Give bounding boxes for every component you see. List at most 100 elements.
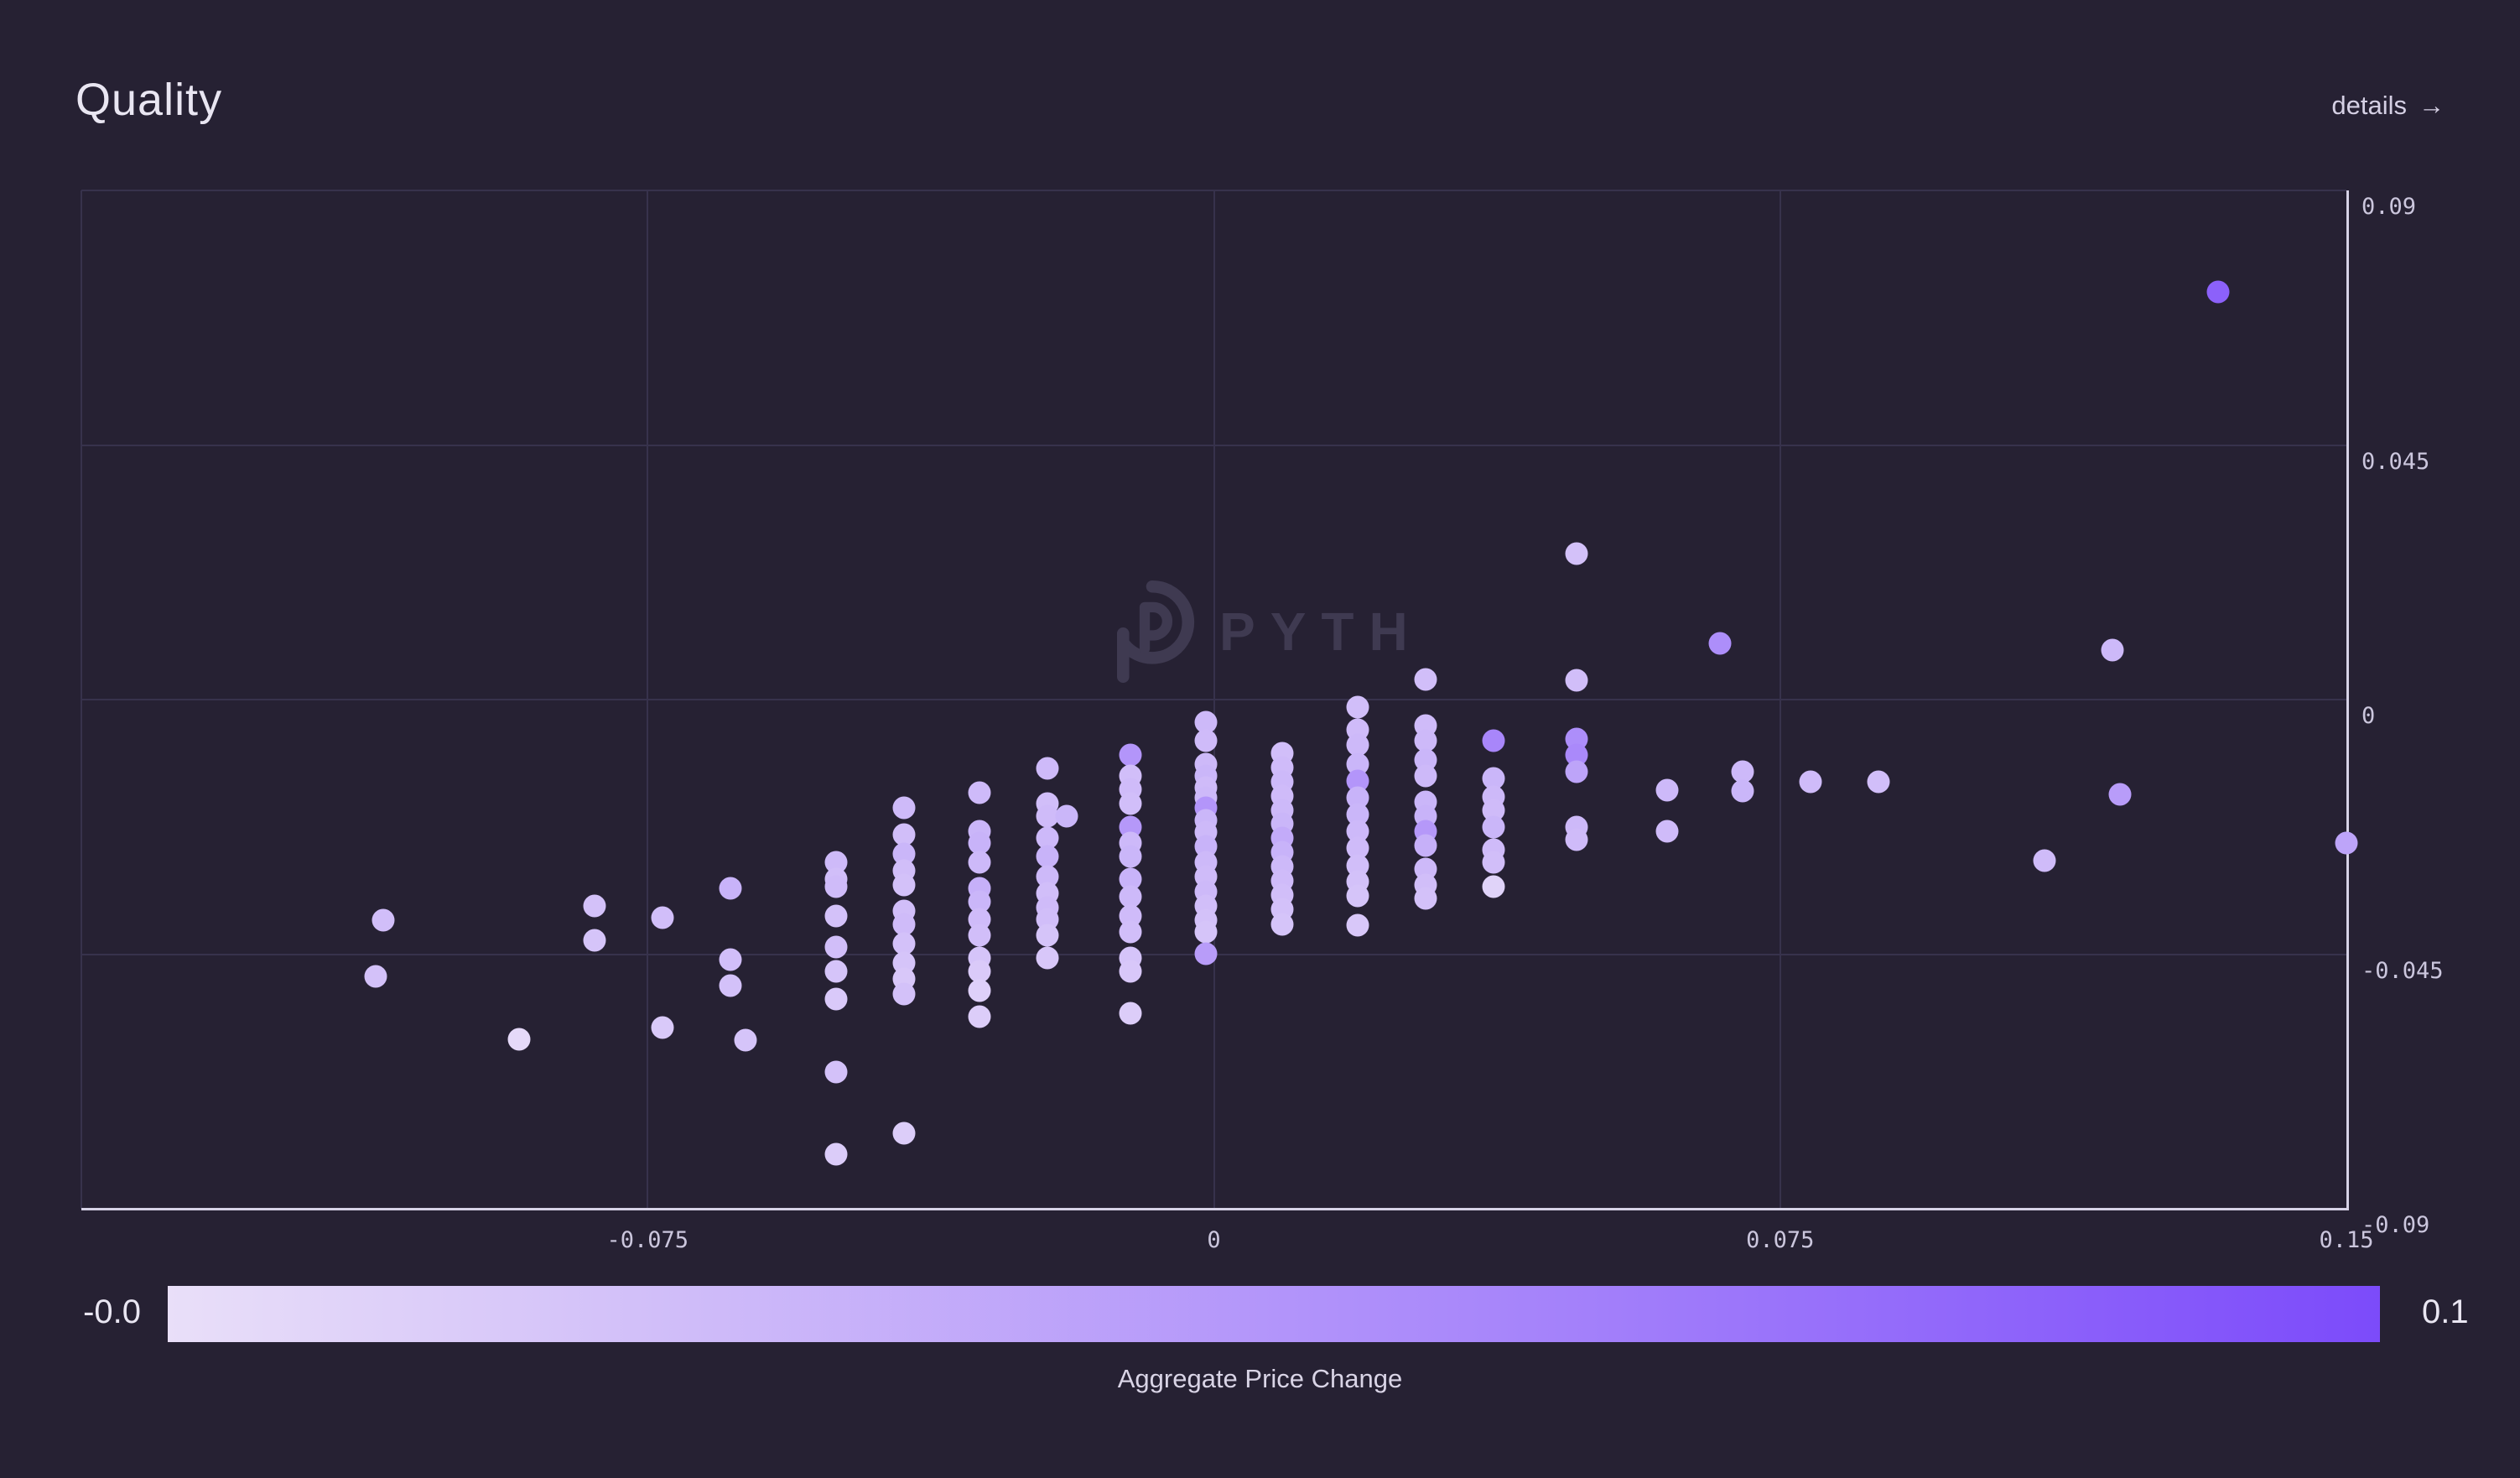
data-point[interactable] bbox=[968, 1005, 991, 1028]
data-point[interactable] bbox=[734, 1028, 757, 1052]
data-point[interactable] bbox=[1119, 920, 1142, 944]
details-label: details bbox=[2331, 91, 2407, 120]
y-tick-label: -0.045 bbox=[2362, 957, 2444, 984]
colorbar-max-label: 0.1 bbox=[2422, 1293, 2469, 1330]
horizontal-gridline bbox=[81, 444, 2346, 446]
data-point[interactable] bbox=[1036, 845, 1059, 868]
data-point[interactable] bbox=[968, 851, 991, 874]
data-point[interactable] bbox=[2108, 783, 2132, 806]
data-point[interactable] bbox=[1119, 1002, 1142, 1025]
data-point[interactable] bbox=[1731, 779, 1754, 803]
data-point[interactable] bbox=[824, 1142, 848, 1166]
data-point[interactable] bbox=[1799, 770, 1822, 794]
data-point[interactable] bbox=[1270, 913, 1294, 936]
data-point[interactable] bbox=[2206, 280, 2230, 304]
data-point[interactable] bbox=[1194, 942, 1218, 965]
data-point[interactable] bbox=[1867, 770, 1890, 794]
data-point[interactable] bbox=[1565, 669, 1588, 692]
data-point[interactable] bbox=[1119, 885, 1142, 908]
data-point[interactable] bbox=[1482, 851, 1505, 874]
data-point[interactable] bbox=[1346, 913, 1369, 937]
x-axis-line bbox=[81, 1208, 2349, 1210]
data-point[interactable] bbox=[1194, 729, 1218, 752]
data-point[interactable] bbox=[719, 974, 742, 997]
data-point[interactable] bbox=[824, 987, 848, 1011]
data-point[interactable] bbox=[1482, 729, 1505, 752]
pyth-watermark-text: PYTH bbox=[1219, 601, 1423, 662]
data-point[interactable] bbox=[2033, 849, 2056, 872]
data-point[interactable] bbox=[824, 935, 848, 959]
y-tick-label: 0.09 bbox=[2362, 194, 2417, 220]
data-point[interactable] bbox=[968, 781, 991, 804]
colorbar-title: Aggregate Price Change bbox=[1117, 1364, 1403, 1393]
data-point[interactable] bbox=[1708, 632, 1732, 655]
y-axis-line bbox=[2346, 190, 2349, 1210]
data-point[interactable] bbox=[1482, 875, 1505, 898]
data-point[interactable] bbox=[1036, 757, 1059, 780]
data-point[interactable] bbox=[1731, 760, 1754, 783]
data-point[interactable] bbox=[1119, 743, 1142, 767]
data-point[interactable] bbox=[719, 877, 742, 900]
data-point[interactable] bbox=[1565, 760, 1588, 783]
data-point[interactable] bbox=[1194, 920, 1218, 944]
data-point[interactable] bbox=[1414, 887, 1437, 910]
data-point[interactable] bbox=[507, 1028, 531, 1051]
data-point[interactable] bbox=[824, 960, 848, 983]
data-point[interactable] bbox=[892, 796, 916, 820]
data-point[interactable] bbox=[892, 823, 916, 846]
data-point[interactable] bbox=[1565, 542, 1588, 565]
y-tick-label: 0.045 bbox=[2362, 448, 2430, 475]
data-point[interactable] bbox=[583, 929, 606, 952]
data-point[interactable] bbox=[968, 960, 991, 983]
data-point[interactable] bbox=[651, 1016, 674, 1039]
arrow-right-icon: → bbox=[2419, 91, 2445, 120]
data-point[interactable] bbox=[364, 965, 387, 988]
data-point[interactable] bbox=[1036, 826, 1059, 850]
data-point[interactable] bbox=[372, 908, 395, 932]
data-point[interactable] bbox=[968, 831, 991, 855]
data-point[interactable] bbox=[1414, 764, 1437, 788]
data-point[interactable] bbox=[892, 932, 916, 955]
data-point[interactable] bbox=[824, 1060, 848, 1084]
x-tick-label: 0.15 bbox=[2319, 1227, 2374, 1253]
data-point[interactable] bbox=[1119, 960, 1142, 983]
data-point[interactable] bbox=[2101, 638, 2124, 662]
data-point[interactable] bbox=[892, 873, 916, 897]
y-tick-label: 0 bbox=[2362, 703, 2376, 729]
data-point[interactable] bbox=[1055, 804, 1078, 828]
data-point[interactable] bbox=[1119, 792, 1142, 815]
data-point[interactable] bbox=[1036, 924, 1059, 947]
data-point[interactable] bbox=[968, 924, 991, 947]
pyth-logo-icon bbox=[1117, 580, 1195, 684]
data-point[interactable] bbox=[1655, 778, 1679, 802]
colorbar-gradient bbox=[168, 1286, 2380, 1342]
data-point[interactable] bbox=[1414, 668, 1437, 691]
data-point[interactable] bbox=[2335, 831, 2358, 855]
data-point[interactable] bbox=[1119, 845, 1142, 868]
data-point[interactable] bbox=[1414, 834, 1437, 857]
data-point[interactable] bbox=[1346, 695, 1369, 719]
x-tick-label: -0.075 bbox=[606, 1227, 689, 1253]
data-point[interactable] bbox=[1655, 820, 1679, 843]
data-point[interactable] bbox=[892, 1122, 916, 1145]
data-point[interactable] bbox=[824, 904, 848, 928]
y-tick-label: -0.09 bbox=[2362, 1212, 2430, 1238]
data-point[interactable] bbox=[583, 894, 606, 918]
colorbar-min-label: -0.0 bbox=[83, 1293, 141, 1330]
data-point[interactable] bbox=[719, 948, 742, 971]
details-link[interactable]: details → bbox=[2331, 91, 2445, 121]
horizontal-gridline bbox=[81, 190, 2346, 191]
data-point[interactable] bbox=[892, 913, 916, 936]
data-point[interactable] bbox=[824, 875, 848, 898]
data-point[interactable] bbox=[1565, 828, 1588, 851]
data-point[interactable] bbox=[651, 906, 674, 929]
data-point[interactable] bbox=[1036, 946, 1059, 970]
data-point[interactable] bbox=[892, 982, 916, 1006]
data-point[interactable] bbox=[1346, 733, 1369, 757]
data-point[interactable] bbox=[1414, 729, 1437, 752]
data-point[interactable] bbox=[1346, 884, 1369, 908]
data-point[interactable] bbox=[968, 979, 991, 1002]
data-point[interactable] bbox=[1482, 815, 1505, 839]
